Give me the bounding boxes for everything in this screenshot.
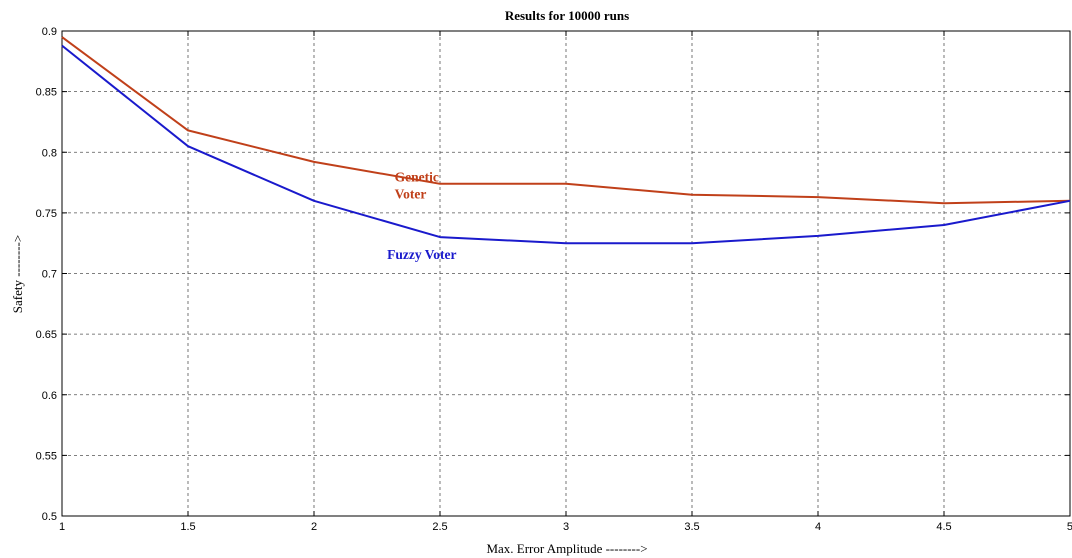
- x-tick-label: 1: [59, 521, 65, 533]
- y-axis-label: Safety -------->: [10, 235, 25, 313]
- series-line-fuzzy-voter: [61, 44, 1071, 245]
- series-label-fuzzy-voter: Fuzzy Voter: [387, 247, 456, 262]
- y-tick-label: 0.75: [36, 208, 57, 220]
- x-tick-label: 1.5: [180, 521, 195, 533]
- y-tick-label: 0.6: [42, 390, 57, 402]
- series-line-genetic-voter: [61, 36, 1071, 205]
- y-tick-label: 0.55: [36, 450, 57, 462]
- y-tick-label: 0.7: [42, 269, 57, 281]
- tick-layer: 1 1.5 2 2.5 3 3.5 4 4.5 5 0.5 0.55 0.6 0.65 0.7 0.75 0.…: [36, 26, 1072, 533]
- y-tick-label: 0.85: [36, 87, 57, 99]
- series-label-genetic-voter: Genetic: [395, 169, 439, 184]
- x-tick-label: 4.5: [936, 521, 951, 533]
- x-tick-label: 2.5: [432, 521, 447, 533]
- y-tick-label: 0.65: [36, 329, 57, 341]
- x-tick-label: 4: [815, 521, 821, 533]
- y-tick-label: 0.9: [42, 26, 57, 38]
- x-axis-label: Max. Error Amplitude -------->: [486, 541, 647, 556]
- x-tick-label: 2: [311, 521, 317, 533]
- series-layer: [61, 36, 1071, 245]
- grid-layer: [62, 31, 1070, 516]
- y-tick-label: 0.8: [42, 147, 57, 159]
- y-tick-label: 0.5: [42, 511, 57, 523]
- annotation-layer: Genetic Voter Fuzzy Voter: [387, 169, 456, 262]
- series-label-genetic-voter: Voter: [395, 186, 427, 201]
- x-tick-label: 3: [563, 521, 569, 533]
- chart-title: Results for 10000 runs: [505, 8, 629, 23]
- x-tick-label: 3.5: [684, 521, 699, 533]
- x-tick-label: 5: [1067, 521, 1072, 533]
